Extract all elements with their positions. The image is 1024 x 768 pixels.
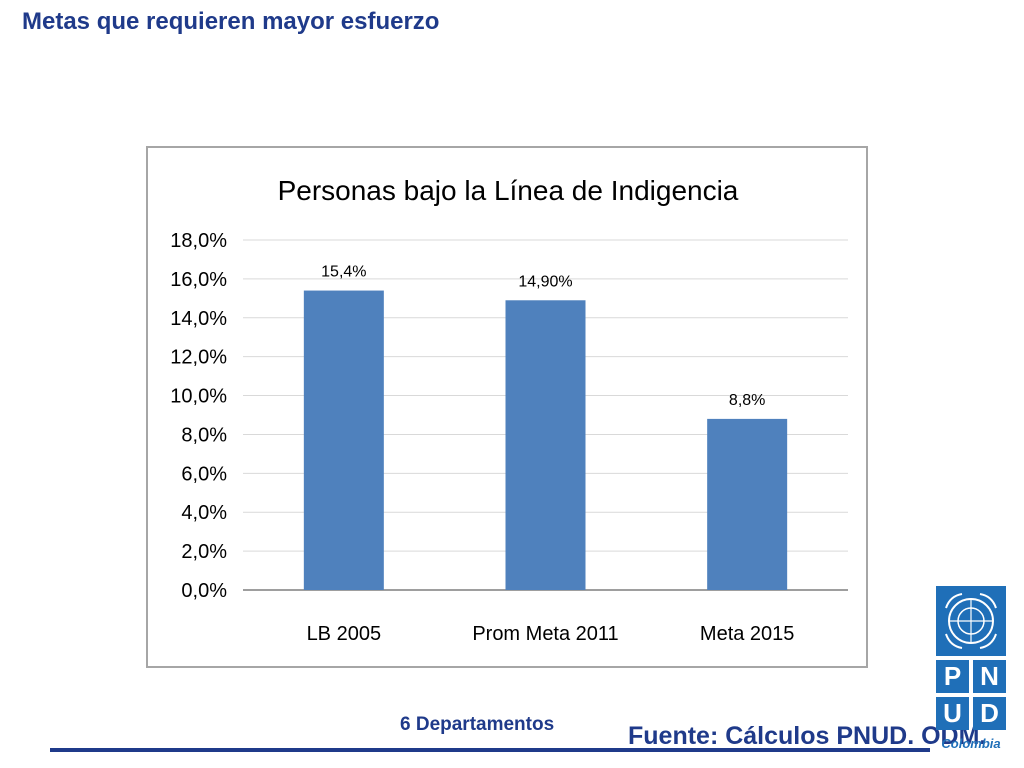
bar bbox=[707, 418, 788, 590]
y-tick-label: 6,0% bbox=[181, 463, 227, 485]
x-axis-ticks: LB 2005 Prom Meta 2011 Meta 2015 bbox=[307, 623, 795, 645]
logo-letter: P bbox=[936, 660, 969, 693]
logo-letter: D bbox=[973, 697, 1006, 730]
footer-note: 6 Departamentos bbox=[400, 714, 555, 735]
y-tick-label: 16,0% bbox=[170, 269, 227, 291]
y-axis-ticks: 0,0% 2,0% 4,0% 6,0% 8,0% 10,0% 12,0% 14,0% 16,0%… bbox=[170, 230, 227, 602]
data-label: 14,90% bbox=[518, 273, 572, 290]
bar bbox=[303, 290, 384, 590]
chart-frame: Personas bajo la Línea de Indigencia 0,0… bbox=[146, 146, 868, 668]
bar bbox=[505, 300, 586, 590]
y-tick-label: 10,0% bbox=[170, 386, 227, 408]
x-tick-label: Prom Meta 2011 bbox=[472, 623, 618, 645]
logo-letter: U bbox=[936, 697, 969, 730]
pnud-logo: P N U D Colombia bbox=[936, 586, 1006, 758]
source-text: Fuente: Cálculos PNUD. ODM. bbox=[628, 722, 987, 750]
data-label: 15,4% bbox=[321, 264, 366, 281]
data-label: 8,8% bbox=[729, 392, 765, 409]
y-tick-label: 4,0% bbox=[181, 502, 227, 524]
y-tick-label: 8,0% bbox=[181, 424, 227, 446]
y-tick-label: 18,0% bbox=[170, 230, 227, 252]
logo-country: Colombia bbox=[941, 736, 1001, 751]
x-tick-label: Meta 2015 bbox=[700, 623, 795, 645]
y-tick-label: 14,0% bbox=[170, 308, 227, 330]
chart-title: Personas bajo la Línea de Indigencia bbox=[278, 175, 739, 206]
bars bbox=[303, 290, 788, 590]
data-labels: 15,4% 14,90% 8,8% bbox=[321, 264, 765, 409]
y-tick-label: 2,0% bbox=[181, 541, 227, 563]
logo-letters: P N U D bbox=[936, 660, 1006, 730]
y-tick-label: 12,0% bbox=[170, 347, 227, 369]
y-tick-label: 0,0% bbox=[181, 580, 227, 602]
bar-chart: Personas bajo la Línea de Indigencia 0,0… bbox=[170, 175, 848, 645]
footer-divider bbox=[50, 748, 930, 752]
slide-title: Metas que requieren mayor esfuerzo bbox=[22, 8, 440, 35]
x-tick-label: LB 2005 bbox=[307, 623, 382, 645]
logo-letter: N bbox=[973, 660, 1006, 693]
un-emblem-icon bbox=[936, 586, 1006, 656]
